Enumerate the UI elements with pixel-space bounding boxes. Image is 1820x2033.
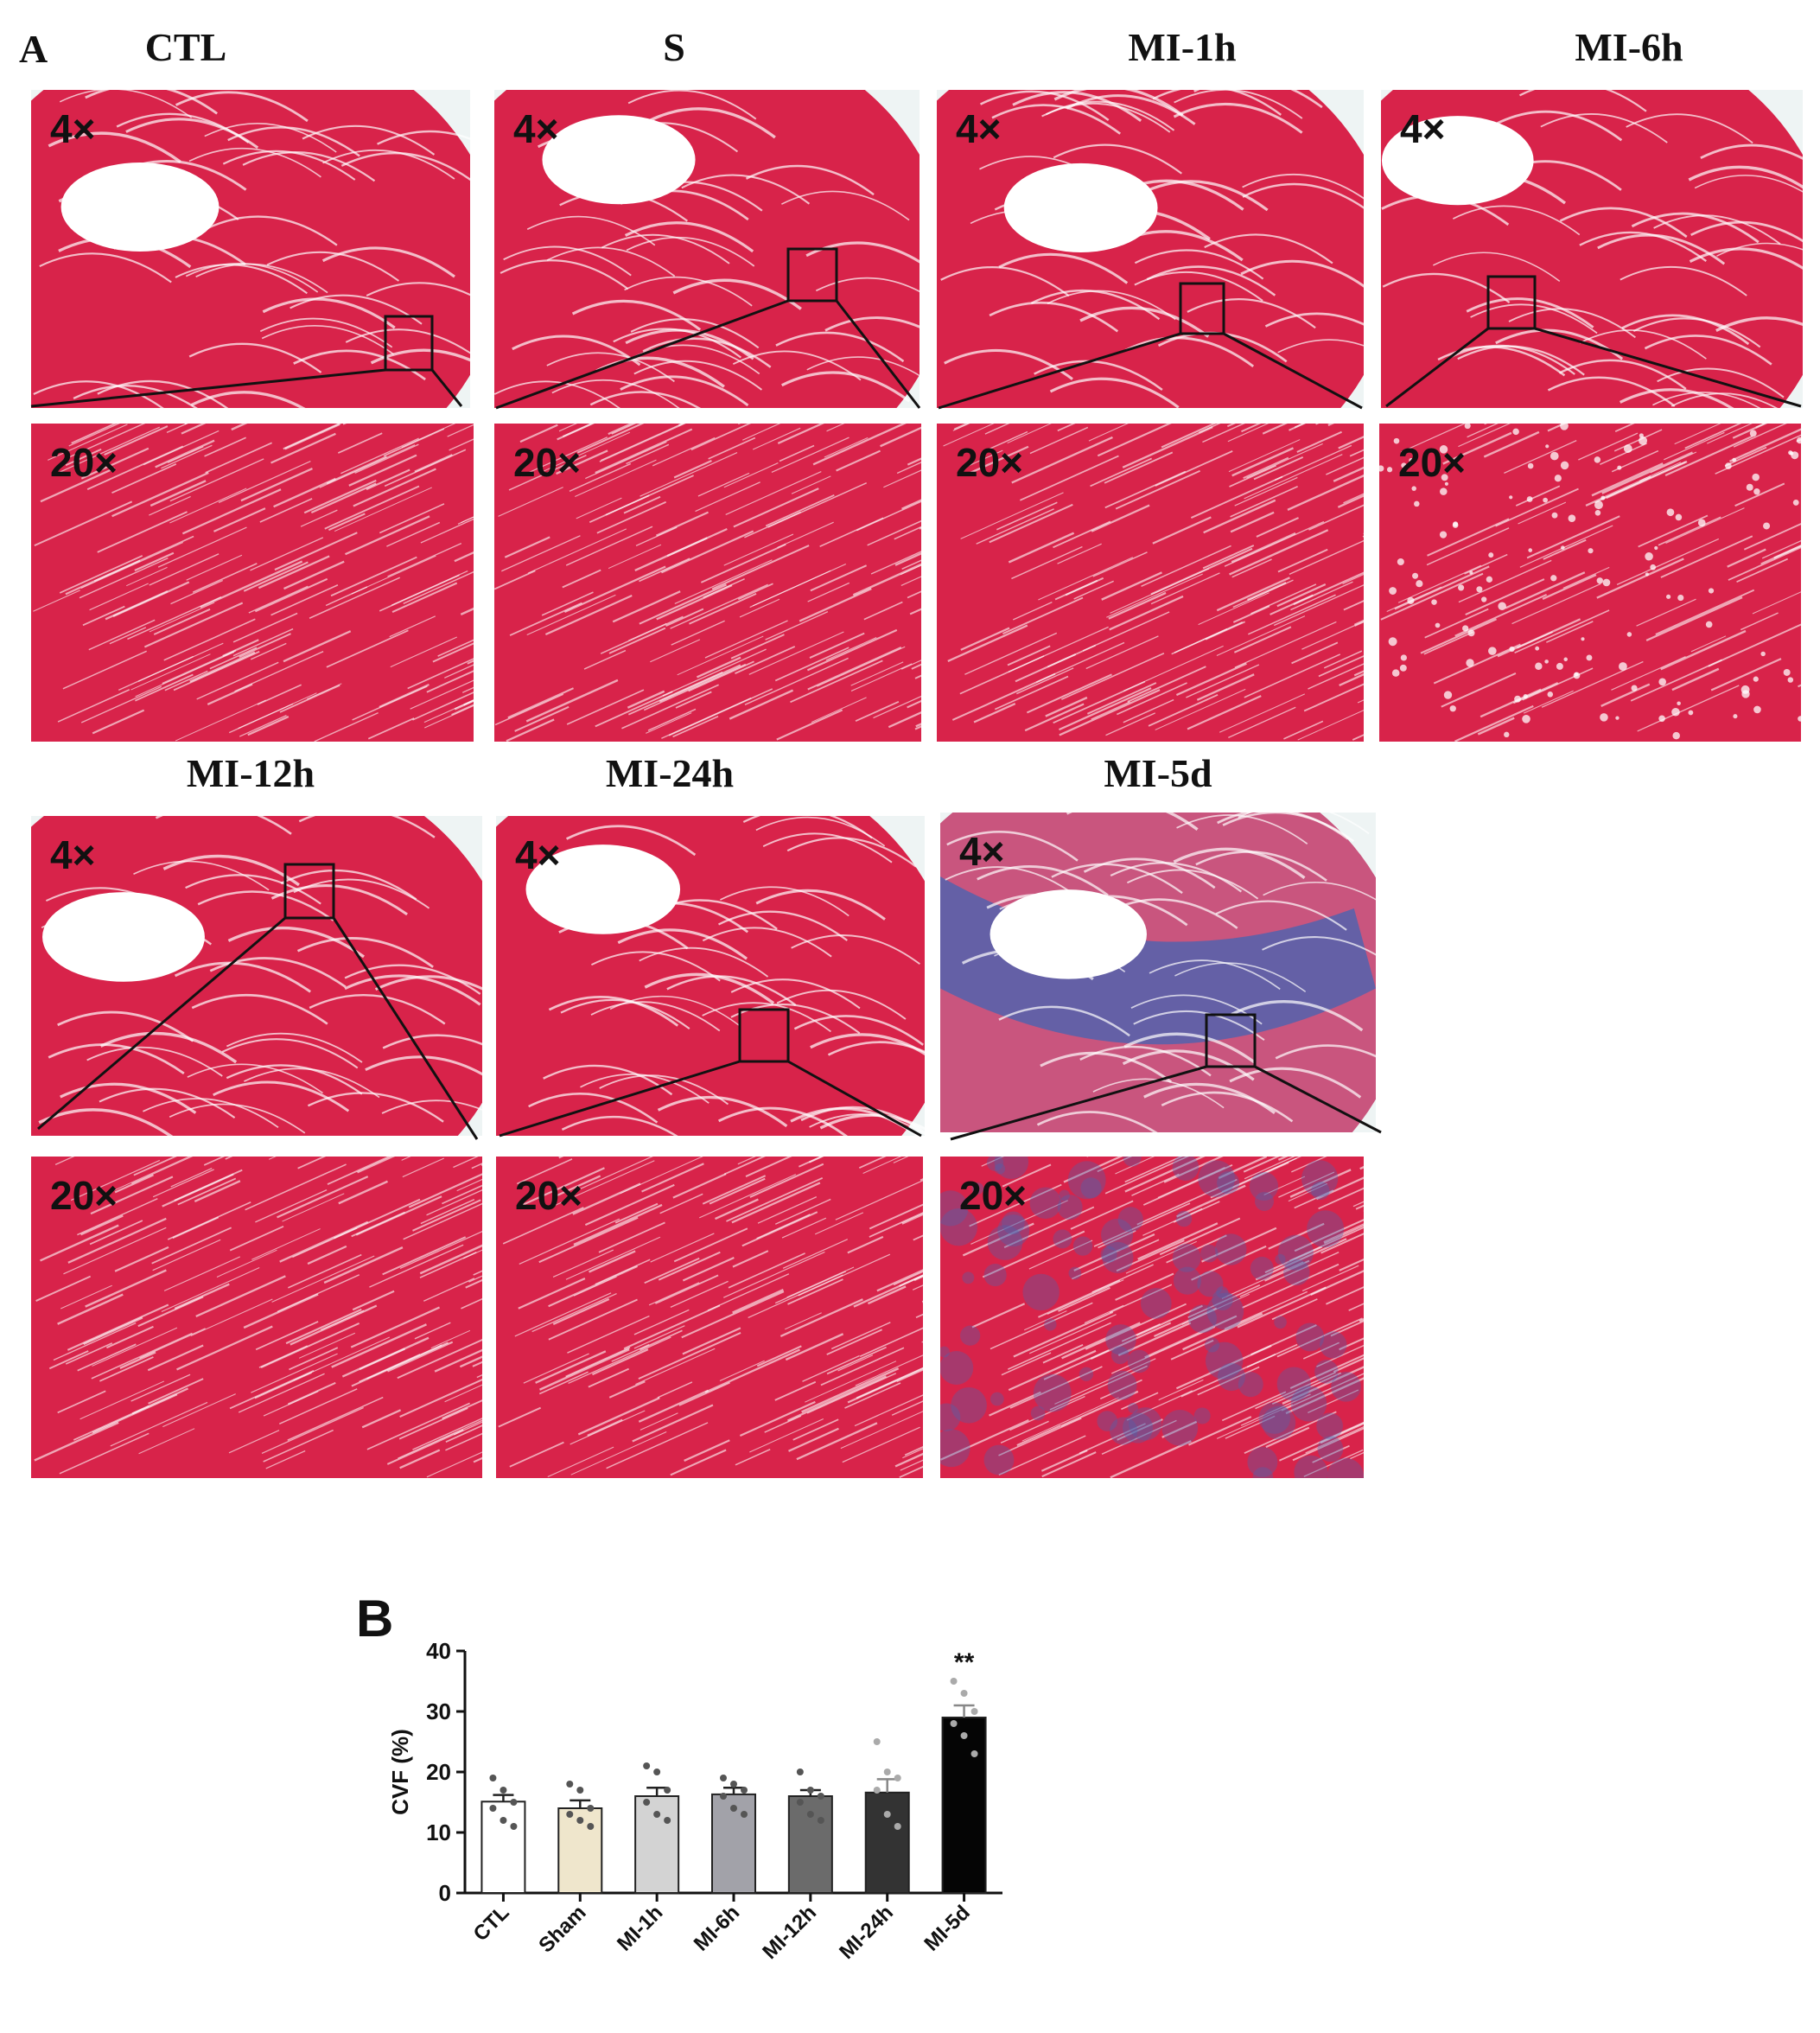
significance-marker: ** [954,1648,975,1677]
data-point [970,1750,978,1757]
group-title-mi-12h: MI-12h [186,751,315,795]
data-point [873,1787,881,1794]
y-tick-label: 30 [426,1698,451,1724]
data-point [664,1817,671,1824]
data-point [883,1811,891,1818]
data-point [730,1781,737,1788]
data-point [894,1775,901,1781]
magnification-label: 4× [50,832,96,877]
data-point [510,1823,518,1830]
magnification-label: 4× [50,106,96,151]
data-point [587,1823,595,1830]
data-point [950,1720,958,1727]
y-tick-label: 10 [426,1820,451,1845]
bar-mi-1h [634,1795,680,1894]
panel-a-label: A [19,27,48,71]
data-point [720,1775,727,1781]
data-point [970,1708,978,1715]
data-point [960,1732,968,1739]
x-tick-label-mi-24h: MI-24h [835,1901,898,1964]
data-point [720,1793,727,1800]
y-tick-label: 20 [426,1759,451,1785]
micrograph-ctl-4x: 4× [31,90,470,408]
group-title-mi-1h: MI-1h [1128,25,1237,69]
magnification-label: 20× [513,440,582,485]
y-tick-label: 40 [426,1638,451,1664]
magnification-label: 4× [515,832,561,877]
magnification-label: 4× [513,106,559,151]
data-point [653,1811,661,1818]
micrograph-mi-12h-4x: 4× [31,816,482,1136]
micrograph-s-4x: 4× [494,90,920,408]
data-point [806,1787,814,1794]
x-tick-label-mi-5d: MI-5d [920,1901,974,1955]
data-point [576,1787,584,1794]
micrograph-mi-24h-20x: 20× [496,1157,923,1478]
data-point [730,1805,737,1812]
data-point [510,1799,518,1806]
bar-mi-24h [864,1791,910,1894]
data-point [489,1775,497,1781]
bar-ctl [480,1800,526,1894]
data-point [741,1811,748,1818]
group-title-ctl: CTL [144,25,227,69]
x-tick-label-mi-1h: MI-1h [613,1901,667,1955]
micrograph-mi-1h-20x: 20× [937,424,1364,742]
magnification-label: 4× [956,106,1002,151]
data-point [587,1805,595,1812]
bar-mi-12h [787,1795,833,1894]
magnification-label: 4× [1400,106,1446,151]
group-title-mi-5d: MI-5d [1104,751,1212,795]
data-point [741,1787,748,1794]
micrograph-mi-5d-4x: 4× [940,813,1376,1132]
x-tick-label-ctl: CTL [469,1901,514,1946]
data-point [950,1678,958,1685]
data-point [566,1781,574,1788]
data-point [873,1738,881,1745]
micrograph-mi-24h-4x: 4× [496,816,925,1136]
group-title-mi-24h: MI-24h [605,751,735,795]
x-tick-label-sham: Sham [534,1901,590,1957]
micrograph-mi-12h-20x: 20× [31,1157,482,1478]
magnification-label: 20× [956,440,1024,485]
data-point [653,1769,661,1775]
data-point [643,1799,651,1806]
micrograph-mi-1h-4x: 4× [937,90,1364,408]
panel-b-label: B [356,1590,394,1647]
data-point [817,1793,824,1800]
micrograph-mi-5d-20x: 20× [940,1157,1364,1478]
x-tick-label-mi-6h: MI-6h [690,1901,744,1955]
magnification-label: 20× [959,1173,1028,1218]
y-tick-label: 0 [439,1880,451,1906]
y-axis-label: CVF (%) [387,1729,413,1815]
magnification-label: 20× [50,440,118,485]
data-point [500,1787,507,1794]
data-point [566,1811,574,1818]
data-point [883,1769,891,1775]
data-point [806,1811,814,1818]
data-point [664,1787,671,1794]
data-point [960,1690,968,1697]
micrograph-mi-6h-4x: 4× [1381,90,1803,408]
group-title-s: S [663,25,685,69]
magnification-label: 20× [50,1173,118,1218]
data-point [489,1805,497,1812]
micrograph-mi-6h-20x: 20× [1379,424,1801,742]
data-point [796,1769,804,1775]
x-tick-label-mi-12h: MI-12h [758,1901,821,1964]
data-point [576,1817,584,1824]
micrograph-ctl-20x: 20× [31,424,474,742]
data-point [643,1762,651,1769]
magnification-label: 20× [515,1173,583,1218]
bar-mi-5d [941,1717,987,1894]
data-point [796,1799,804,1806]
data-point [817,1817,824,1824]
data-point [500,1817,507,1824]
magnification-label: 20× [1398,440,1467,485]
group-title-mi-6h: MI-6h [1575,25,1683,69]
magnification-label: 4× [959,829,1005,874]
micrograph-s-20x: 20× [494,424,921,742]
data-point [894,1823,901,1830]
